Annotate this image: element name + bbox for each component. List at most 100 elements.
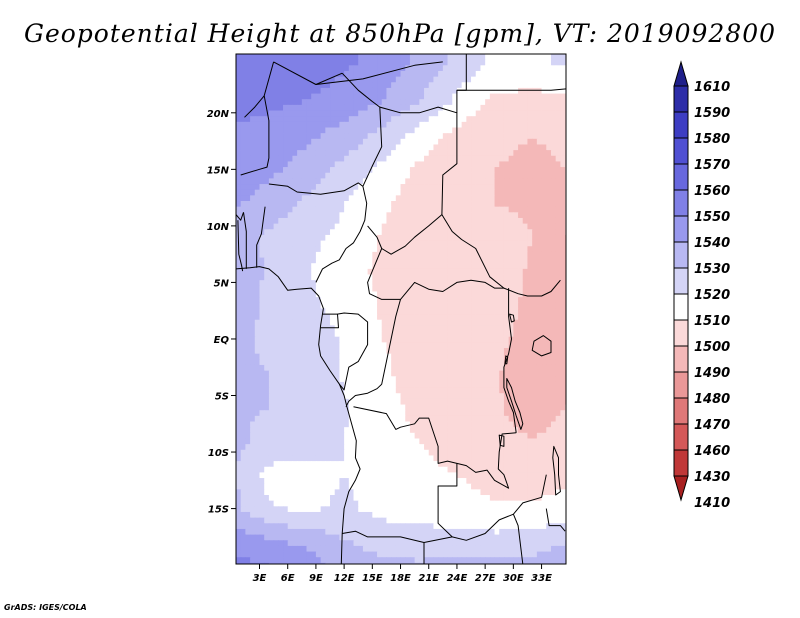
field-cell: [475, 133, 482, 140]
field-cell: [405, 189, 411, 196]
field-cell: [503, 110, 510, 117]
field-cell: [395, 421, 402, 428]
field-cell: [541, 336, 547, 343]
field-cell: [546, 201, 552, 208]
field-cell: [546, 206, 552, 213]
field-cell: [452, 189, 458, 196]
field-cell: [560, 291, 566, 298]
field-cell: [522, 206, 529, 213]
field-cell: [522, 364, 529, 372]
field-cell: [391, 268, 397, 276]
field-cell: [518, 65, 524, 72]
field-cell: [283, 393, 289, 400]
field-cell: [405, 104, 411, 112]
field-cell: [508, 251, 514, 259]
field-cell: [442, 93, 449, 100]
field-cell: [339, 201, 345, 208]
field-cell: [334, 65, 341, 72]
field-cell: [409, 331, 416, 338]
field-cell: [386, 404, 392, 411]
field-cell: [273, 167, 279, 174]
field-cell: [433, 432, 439, 440]
field-cell: [315, 331, 322, 338]
field-cell: [306, 257, 312, 264]
field-cell: [259, 348, 265, 355]
field-cell: [353, 268, 359, 276]
field-cell: [236, 398, 242, 406]
field-cell: [546, 274, 552, 281]
field-cell: [287, 268, 294, 276]
field-cell: [381, 432, 388, 440]
field-cell: [254, 438, 261, 445]
field-cell: [405, 381, 411, 389]
field-cell: [489, 331, 496, 338]
field-cell: [466, 364, 472, 372]
field-cell: [503, 251, 510, 259]
field-cell: [315, 257, 322, 264]
field-cell: [325, 291, 331, 298]
field-cell: [527, 381, 533, 389]
field-cell: [297, 240, 303, 247]
field-cell: [273, 116, 279, 123]
field-cell: [292, 76, 298, 83]
field-cell: [485, 336, 491, 343]
field-cell: [306, 99, 312, 106]
field-cell: [536, 133, 543, 140]
field-cell: [447, 438, 453, 445]
field-cell: [395, 184, 402, 191]
field-cell: [433, 70, 439, 78]
field-cell: [499, 348, 505, 355]
field-cell: [494, 138, 500, 146]
field-cell: [518, 54, 524, 61]
field-cell: [433, 150, 439, 157]
field-cell: [456, 240, 463, 247]
field-cell: [367, 398, 373, 406]
field-cell: [297, 263, 303, 270]
field-cell: [433, 297, 439, 304]
field-cell: [475, 353, 482, 360]
field-cell: [386, 133, 392, 140]
field-cell: [273, 438, 279, 445]
field-cell: [372, 206, 378, 213]
field-cell: [503, 314, 510, 321]
field-cell: [292, 421, 298, 428]
field-cell: [236, 206, 242, 213]
field-cell: [311, 314, 317, 321]
field-cell: [447, 348, 453, 355]
field-cell: [334, 99, 341, 106]
field-cell: [442, 387, 449, 394]
field-cell: [362, 133, 369, 140]
field-cell: [330, 387, 336, 394]
field-cell: [236, 110, 242, 117]
field-cell: [414, 325, 420, 332]
field-cell: [240, 331, 246, 338]
field-cell: [372, 421, 378, 428]
field-cell: [325, 285, 331, 293]
field-cell: [344, 240, 350, 247]
field-cell: [438, 331, 444, 338]
field-cell: [452, 99, 458, 106]
field-cell: [240, 268, 246, 276]
field-cell: [367, 336, 373, 343]
field-cell: [503, 263, 510, 270]
field-cell: [442, 251, 449, 259]
field-cell: [424, 138, 430, 146]
field-cell: [419, 387, 425, 394]
field-cell: [499, 370, 505, 377]
field-cell: [405, 206, 411, 213]
field-cell: [377, 348, 383, 355]
field-cell: [527, 280, 533, 287]
field-cell: [339, 381, 345, 389]
field-cell: [405, 133, 411, 140]
field-cell: [311, 342, 317, 349]
field-cell: [461, 364, 467, 372]
field-cell: [268, 359, 275, 366]
field-cell: [344, 410, 350, 417]
field-cell: [344, 172, 350, 179]
field-cell: [522, 257, 529, 264]
field-cell: [536, 319, 543, 326]
field-cell: [348, 104, 355, 112]
field-cell: [259, 206, 265, 213]
field-cell: [240, 121, 246, 129]
field-cell: [471, 217, 477, 225]
